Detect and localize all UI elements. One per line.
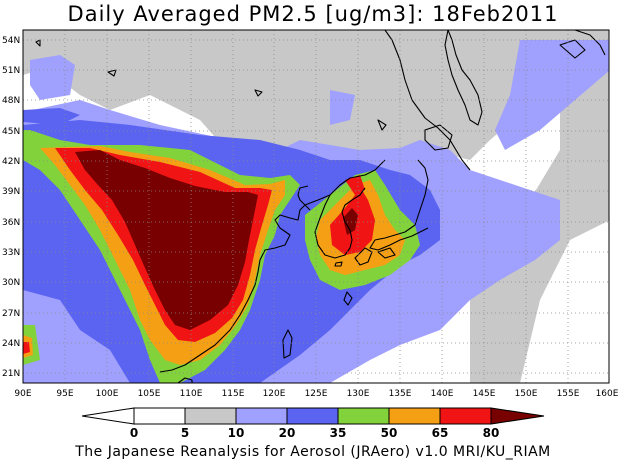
lat-tick-label: 21N (2, 369, 20, 379)
lat-tick-label: 54N (2, 36, 20, 46)
pm25-field (23, 30, 609, 383)
colorbar-swatch (133, 407, 186, 425)
colorbar-swatch (184, 407, 237, 425)
lon-tick-label: 105E (138, 389, 161, 399)
lon-tick-label: 100E (96, 389, 119, 399)
lon-tick-label: 110E (180, 389, 203, 399)
lon-tick-label: 135E (389, 389, 412, 399)
lat-lon-grid (23, 30, 609, 383)
lon-tick-label: 150E (515, 389, 538, 399)
colorbar-swatch (439, 407, 492, 425)
lon-tick-label: 115E (222, 389, 245, 399)
lon-tick-label: 120E (263, 389, 286, 399)
colorbar-label: 35 (330, 426, 347, 440)
lon-tick-label: 145E (473, 389, 496, 399)
colorbar-swatch (286, 407, 339, 425)
colorbar-label: 0 (130, 426, 138, 440)
lat-tick-label: 51N (2, 66, 20, 76)
map-title: Daily Averaged PM2.5 [ug/m3]: 18Feb2011 (67, 2, 559, 26)
colorbar-swatch (337, 407, 390, 425)
lat-axis: 54N 51N 48N 45N 42N 39N 36N 33N 30N 27N … (2, 36, 20, 379)
colorbar-label: 50 (381, 426, 398, 440)
lon-tick-label: 130E (347, 389, 370, 399)
colorbar-label: 20 (279, 426, 296, 440)
lon-tick-label: 90E (14, 389, 31, 399)
colorbar-label: 5 (181, 426, 189, 440)
colorbar-swatch (235, 407, 288, 425)
colorbar-label: 80 (483, 426, 500, 440)
lon-tick-label: 155E (557, 389, 580, 399)
lon-tick-label: 160E (596, 389, 619, 399)
lat-tick-label: 24N (2, 339, 20, 349)
colorbar-label: 10 (228, 426, 245, 440)
lat-tick-label: 48N (2, 96, 20, 106)
lat-tick-label: 45N (2, 127, 20, 137)
map-frame (22, 29, 610, 384)
lon-tick-label: 95E (56, 389, 73, 399)
colorbar: 0 5 10 20 35 50 65 80 (81, 407, 545, 440)
footer-caption: The Japanese Reanalysis for Aerosol (JRA… (75, 444, 551, 460)
lat-tick-label: 36N (2, 218, 20, 228)
lat-tick-label: 27N (2, 309, 20, 319)
colorbar-swatch (388, 407, 441, 425)
colorbar-swatch (490, 407, 545, 425)
lat-tick-label: 42N (2, 157, 20, 167)
lat-tick-label: 39N (2, 187, 20, 197)
coastlines (35, 30, 606, 383)
lon-tick-label: 140E (431, 389, 454, 399)
lon-tick-label: 125E (305, 389, 328, 399)
colorbar-swatch (81, 407, 135, 425)
pm25-level-above-80 (75, 150, 258, 330)
colorbar-label: 65 (432, 426, 449, 440)
lat-tick-label: 30N (2, 278, 20, 288)
lat-tick-label: 33N (2, 248, 20, 258)
lon-axis: 90E 95E 100E 105E 110E 115E 120E 125E 13… (14, 389, 618, 399)
